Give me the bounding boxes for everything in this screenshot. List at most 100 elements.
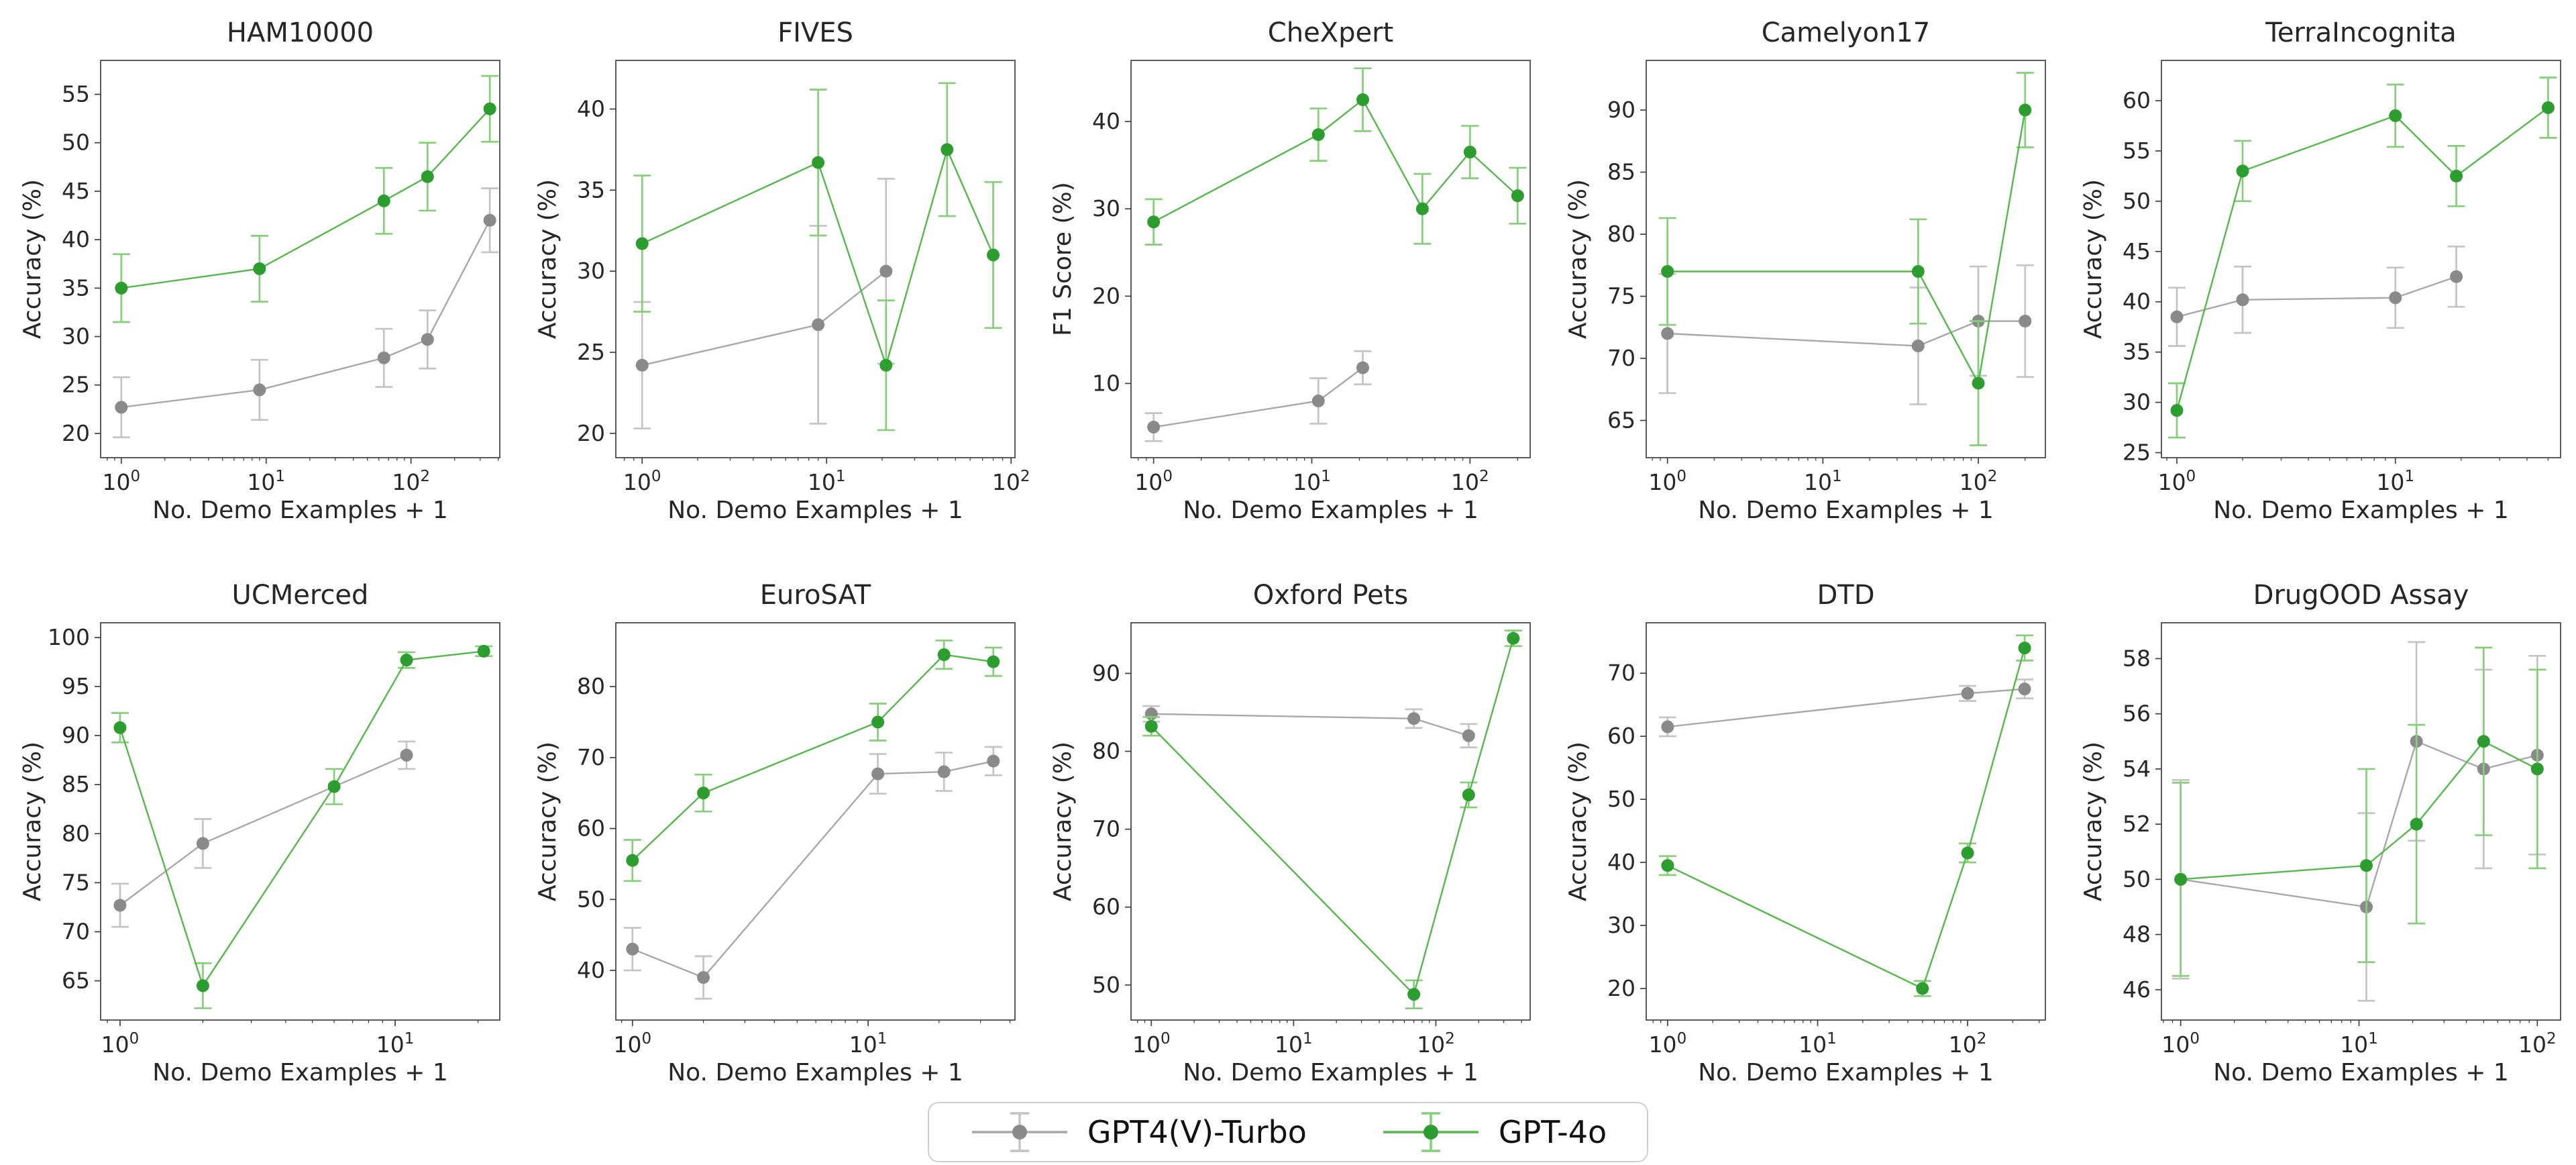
y-tick-label: 40	[577, 95, 605, 121]
x-tick-label: 100	[1134, 468, 1173, 495]
series-line	[632, 760, 994, 979]
y-tick-label: 60	[577, 815, 605, 842]
data-point	[1661, 720, 1674, 733]
y-tick-label: 70	[62, 918, 90, 944]
x-tick-label: 100	[613, 1030, 651, 1058]
data-point	[1415, 202, 1429, 215]
data-point	[626, 854, 639, 867]
data-point	[1356, 93, 1369, 107]
x-tick-label: 100	[1132, 1030, 1171, 1058]
series-gpt4-v-turbo	[1144, 350, 1372, 442]
axes: 65 70 75 80 85 90 95 100 100 101	[48, 622, 500, 1058]
data-point	[987, 655, 1000, 668]
axes: 10 20 30 40 100 101 102	[1092, 60, 1531, 495]
x-tick-label: 101	[1799, 1030, 1837, 1058]
y-tick-label: 35	[2123, 339, 2151, 365]
series-line	[641, 270, 887, 366]
data-point	[2450, 270, 2463, 283]
series-gpt4-v-turbo	[1142, 705, 1478, 749]
chart-title: Oxford Pets	[1252, 580, 1409, 611]
x-tick-label: 100	[2158, 468, 2196, 495]
chart-title: Camelyon17	[1761, 17, 1931, 48]
chart-drugood-assay: DrugOOD Assay Accuracy (%) 46 48 50 52 54 56 5…	[2061, 570, 2576, 1094]
y-tick-label: 30	[1607, 912, 1635, 938]
series-gpt-4o	[1142, 629, 1522, 1009]
y-tick-label: 50	[577, 886, 605, 912]
data-point	[1407, 712, 1421, 725]
data-point	[2530, 762, 2544, 776]
data-point	[937, 648, 951, 662]
series-line	[1151, 713, 1469, 737]
axes: 20 30 40 50 60 70 100 101 102	[1607, 622, 2046, 1058]
plot-area: 20 25 30 35 40 45 50 55 100 101 102	[62, 60, 500, 495]
y-tick-label: 25	[62, 372, 90, 398]
chart-dtd: DTD Accuracy (%) 20 30 40 50 60 70 100 101 102 N…	[1546, 570, 2061, 1094]
series-gpt4-v-turbo	[2167, 245, 2465, 347]
data-point	[697, 971, 710, 984]
y-tick-label: 30	[2123, 389, 2151, 415]
series-line	[1667, 109, 2026, 386]
x-axis-label: No. Demo Examples + 1	[152, 497, 448, 524]
legend-label: GPT4(V)-Turbo	[1087, 1114, 1307, 1150]
data-point	[477, 644, 490, 658]
y-tick-label: 90	[62, 722, 90, 748]
y-tick-label: 30	[1092, 195, 1120, 221]
data-point	[1911, 265, 1925, 278]
data-point	[400, 654, 413, 667]
data-point	[2236, 164, 2249, 178]
data-point	[879, 264, 893, 278]
data-point	[115, 401, 128, 414]
x-tick-label: 100	[2161, 1030, 2200, 1058]
data-point	[253, 262, 266, 275]
data-point	[2018, 682, 2031, 696]
data-point	[626, 942, 639, 956]
data-point	[2018, 642, 2031, 655]
data-point	[1356, 361, 1369, 374]
y-tick-label: 48	[2123, 921, 2151, 948]
data-point	[113, 899, 127, 912]
x-axis-label: No. Demo Examples + 1	[2213, 497, 2509, 524]
y-tick-label: 45	[62, 178, 90, 204]
x-axis-label: No. Demo Examples + 1	[1698, 1059, 1994, 1086]
data-point	[115, 281, 128, 295]
data-point	[2174, 872, 2188, 886]
x-tick-label: 102	[392, 468, 430, 495]
data-point	[2450, 169, 2463, 183]
data-point	[697, 787, 710, 800]
series-line	[121, 219, 491, 409]
data-point	[377, 194, 390, 207]
y-tick-label: 40	[62, 226, 90, 252]
x-tick-label: 100	[101, 1030, 140, 1058]
data-point	[871, 767, 885, 780]
y-tick-label: 40	[2123, 289, 2151, 315]
y-tick-label: 40	[1607, 849, 1635, 875]
axes: 20 25 30 35 40 100 101 102	[577, 60, 1030, 495]
errorbar-marker-glyph-green	[1383, 1112, 1479, 1152]
y-tick-label: 60	[2123, 87, 2151, 113]
chart-eurosat: EuroSAT Accuracy (%) 40 50 60 70 80 100 101 No…	[515, 570, 1030, 1094]
y-tick-label: 56	[2123, 701, 2151, 727]
y-tick-label: 58	[2123, 645, 2151, 671]
series-line	[119, 650, 484, 988]
series-line	[2176, 276, 2457, 318]
chart-grid: HAM10000 Accuracy (%) 20 25 30 35 40 45 50 55 10…	[0, 8, 2576, 1094]
series-gpt-4o	[633, 82, 1002, 432]
y-tick-label: 54	[2123, 756, 2151, 782]
y-tick-label: 50	[62, 130, 90, 156]
x-tick-label: 100	[1649, 1030, 1687, 1058]
data-point	[2410, 817, 2423, 831]
chart-title: DTD	[1817, 580, 1875, 611]
plot-area: 10 20 30 40 100 101 102	[1092, 60, 1531, 495]
series-gpt4-v-turbo	[633, 178, 895, 429]
plot-area: 65 70 75 80 85 90 100 101 102	[1607, 60, 2046, 495]
series-line	[1150, 638, 1514, 997]
series-line	[121, 108, 491, 289]
axes: 50 60 70 80 90 100 101 102	[1092, 622, 1531, 1058]
axes: 40 50 60 70 80 100 101	[577, 622, 1016, 1058]
x-axis-label: No. Demo Examples + 1	[1183, 1059, 1479, 1086]
series-gpt-4o	[111, 644, 493, 1009]
legend-box: GPT4(V)-Turbo GPT-4o	[927, 1102, 1649, 1162]
legend-item-gpt4v-turbo: GPT4(V)-Turbo	[969, 1109, 1307, 1156]
series-line	[1153, 98, 1519, 223]
plot-area: 50 60 70 80 90 100 101 102	[1092, 622, 1531, 1058]
